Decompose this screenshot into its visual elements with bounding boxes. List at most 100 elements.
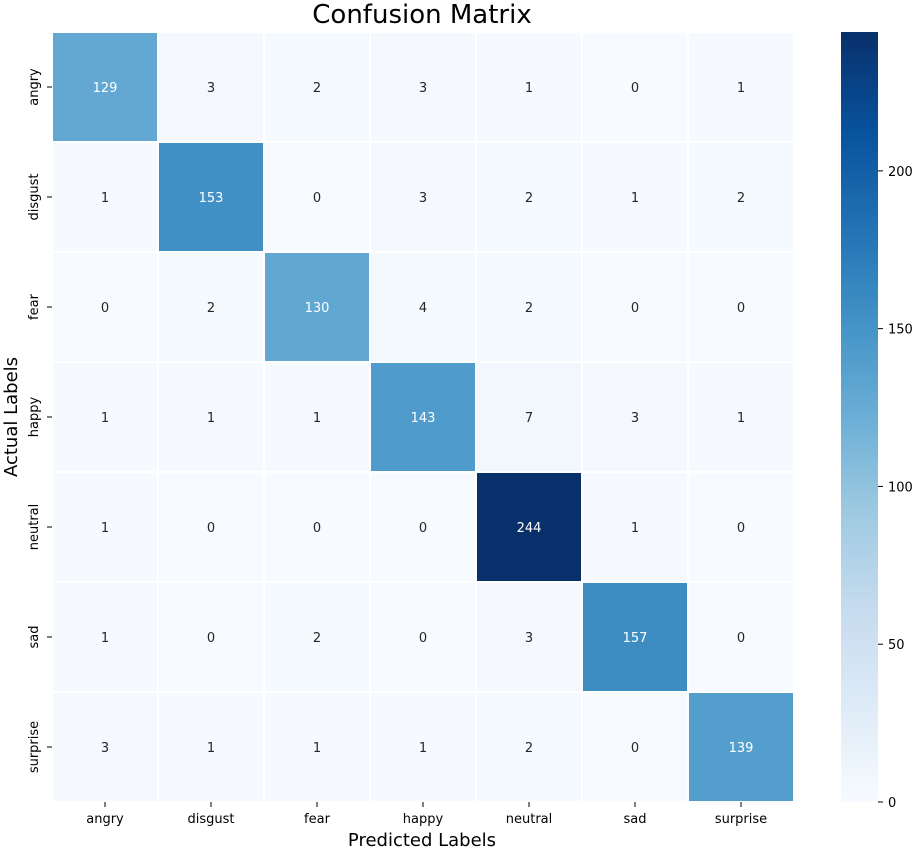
heatmap-cell xyxy=(265,253,369,361)
colorbar-tick-label: 200 xyxy=(888,165,913,180)
cell-value-label: 1 xyxy=(419,741,427,756)
heatmap-cell xyxy=(159,143,263,251)
cell-value-label: 1 xyxy=(631,521,639,536)
colorbar-ticks: 0 50 100 150 200 xyxy=(878,165,913,811)
cell-value-label: 3 xyxy=(631,411,639,426)
y-tick-label: happy xyxy=(27,396,42,437)
heatmap-cell xyxy=(265,33,369,141)
cell-value-label: 1 xyxy=(101,521,109,536)
heatmap-cell xyxy=(583,143,687,251)
cell-value-label: 4 xyxy=(419,301,427,316)
x-tick-label: fear xyxy=(304,812,331,827)
heatmap-cell xyxy=(583,253,687,361)
cell-value-label: 0 xyxy=(313,521,321,536)
cell-value-label: 244 xyxy=(517,521,542,536)
heatmap-cell xyxy=(265,693,369,801)
cell-value-label: 3 xyxy=(101,741,109,756)
heatmap-cell xyxy=(583,363,687,471)
cell-value-label: 139 xyxy=(729,741,754,756)
y-tick-label: surprise xyxy=(27,721,42,773)
y-tick-label: neutral xyxy=(27,504,42,551)
cell-value-label: 0 xyxy=(737,631,745,646)
cell-value-label: 2 xyxy=(525,741,533,756)
y-tick-label: angry xyxy=(27,68,42,106)
cell-value-label: 129 xyxy=(93,81,118,96)
cell-value-label: 0 xyxy=(737,521,745,536)
cell-value-label: 0 xyxy=(419,521,427,536)
heatmap-cell xyxy=(477,693,581,801)
heatmap-cell xyxy=(477,33,581,141)
cell-value-label: 0 xyxy=(313,191,321,206)
heatmap-cell xyxy=(477,253,581,361)
cell-value-label: 1 xyxy=(525,81,533,96)
cell-value-label: 0 xyxy=(737,301,745,316)
heatmap-cell xyxy=(53,363,157,471)
heatmap-cell xyxy=(53,473,157,581)
heatmap-cell xyxy=(689,33,793,141)
cell-value-label: 2 xyxy=(313,631,321,646)
heatmap-cell xyxy=(159,33,263,141)
cell-value-label: 1 xyxy=(207,411,215,426)
colorbar-tick-label: 0 xyxy=(888,796,896,811)
heatmap-cell xyxy=(371,583,475,691)
cell-value-label: 0 xyxy=(419,631,427,646)
cell-value-label: 2 xyxy=(207,301,215,316)
heatmap-cell xyxy=(371,253,475,361)
x-axis-label: Predicted Labels xyxy=(348,830,496,848)
x-tick-label: happy xyxy=(403,812,444,827)
heatmap-cell xyxy=(159,253,263,361)
cell-value-label: 1 xyxy=(631,191,639,206)
cell-value-label: 3 xyxy=(419,81,427,96)
heatmap-cell xyxy=(265,473,369,581)
heatmap-cell xyxy=(689,473,793,581)
cell-value-label: 7 xyxy=(525,411,533,426)
y-tick-label: disgust xyxy=(27,174,42,221)
cell-value-label: 130 xyxy=(305,301,330,316)
heatmap-cell xyxy=(689,693,793,801)
cell-value-label: 2 xyxy=(525,191,533,206)
x-tick-label: surprise xyxy=(715,812,767,827)
heatmap-cell xyxy=(689,143,793,251)
heatmap-cell xyxy=(371,473,475,581)
cell-value-label: 1 xyxy=(207,741,215,756)
heatmap-cell xyxy=(371,33,475,141)
heatmap-cell xyxy=(477,473,581,581)
cell-value-label: 1 xyxy=(101,411,109,426)
heatmap-cell xyxy=(265,143,369,251)
cell-value-label: 153 xyxy=(199,191,224,206)
heatmap-cell xyxy=(53,33,157,141)
heatmap-cells: 129 3 2 3 1 0 11 153 0 3 2 1 20 2 130 4 2 0 01 1 1 143 7 3 11 0 0 0… xyxy=(53,33,793,801)
heatmap-cell xyxy=(159,363,263,471)
x-tick-label: sad xyxy=(624,812,647,827)
heatmap-cell xyxy=(583,473,687,581)
heatmap-cell xyxy=(583,693,687,801)
cell-value-label: 1 xyxy=(737,411,745,426)
heatmap-cell xyxy=(159,693,263,801)
cell-value-label: 143 xyxy=(411,411,436,426)
heatmap-cell xyxy=(371,363,475,471)
colorbar-tick-label: 150 xyxy=(888,323,913,338)
y-axis-ticks: angry disgust fear happy neutral sad surprise xyxy=(27,68,52,773)
cell-value-label: 1 xyxy=(313,741,321,756)
heatmap-cell xyxy=(265,363,369,471)
x-tick-label: disgust xyxy=(188,812,235,827)
heatmap-cell xyxy=(53,693,157,801)
heatmap-cell xyxy=(371,693,475,801)
chart-title: Confusion Matrix xyxy=(312,0,531,30)
cell-value-label: 3 xyxy=(525,631,533,646)
heatmap-cell xyxy=(371,143,475,251)
cell-value-label: 0 xyxy=(631,301,639,316)
cell-value-label: 0 xyxy=(207,631,215,646)
heatmap-cell xyxy=(689,363,793,471)
heatmap-cell xyxy=(689,583,793,691)
cell-value-label: 2 xyxy=(737,191,745,206)
cell-value-label: 0 xyxy=(101,301,109,316)
heatmap-cell xyxy=(477,143,581,251)
y-axis-label: Actual Labels xyxy=(1,357,22,477)
cell-value-label: 1 xyxy=(313,411,321,426)
cell-value-label: 3 xyxy=(207,81,215,96)
cell-value-label: 1 xyxy=(101,631,109,646)
heatmap-cell xyxy=(159,473,263,581)
x-tick-label: neutral xyxy=(506,812,553,827)
